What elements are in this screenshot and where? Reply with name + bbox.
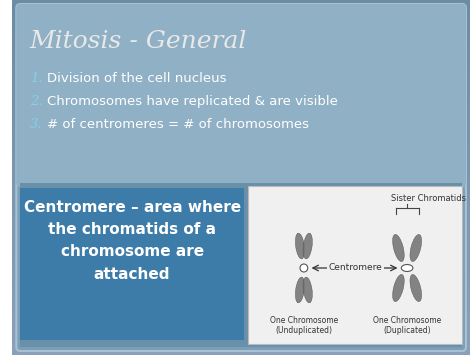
FancyBboxPatch shape [20,188,244,340]
FancyBboxPatch shape [20,183,462,347]
Text: One Chromosome
(Duplicated): One Chromosome (Duplicated) [373,316,441,335]
Ellipse shape [410,274,421,302]
Text: 2.: 2. [30,95,43,108]
Text: Sister Chromatids: Sister Chromatids [391,194,466,203]
Ellipse shape [392,274,404,302]
Ellipse shape [295,233,305,259]
Text: Mitosis - General: Mitosis - General [30,30,247,53]
Text: One Chromosome
(Unduplicated): One Chromosome (Unduplicated) [270,316,338,335]
FancyBboxPatch shape [248,186,462,344]
Ellipse shape [392,234,404,262]
Ellipse shape [295,277,305,303]
Text: Centromere – area where
the chromatids of a
chromosome are
attached: Centromere – area where the chromatids o… [24,200,241,282]
Circle shape [300,264,308,272]
Text: Centromere: Centromere [328,263,383,273]
Text: Chromosomes have replicated & are visible: Chromosomes have replicated & are visibl… [47,95,338,108]
FancyBboxPatch shape [16,4,466,351]
Text: 3.: 3. [30,118,43,131]
Text: # of centromeres = # of chromosomes: # of centromeres = # of chromosomes [47,118,309,131]
Ellipse shape [410,234,421,262]
Text: Division of the cell nucleus: Division of the cell nucleus [47,72,227,85]
Ellipse shape [401,264,413,272]
Ellipse shape [303,277,312,303]
FancyBboxPatch shape [16,4,466,187]
Ellipse shape [303,233,312,259]
Text: 1.: 1. [30,72,43,85]
